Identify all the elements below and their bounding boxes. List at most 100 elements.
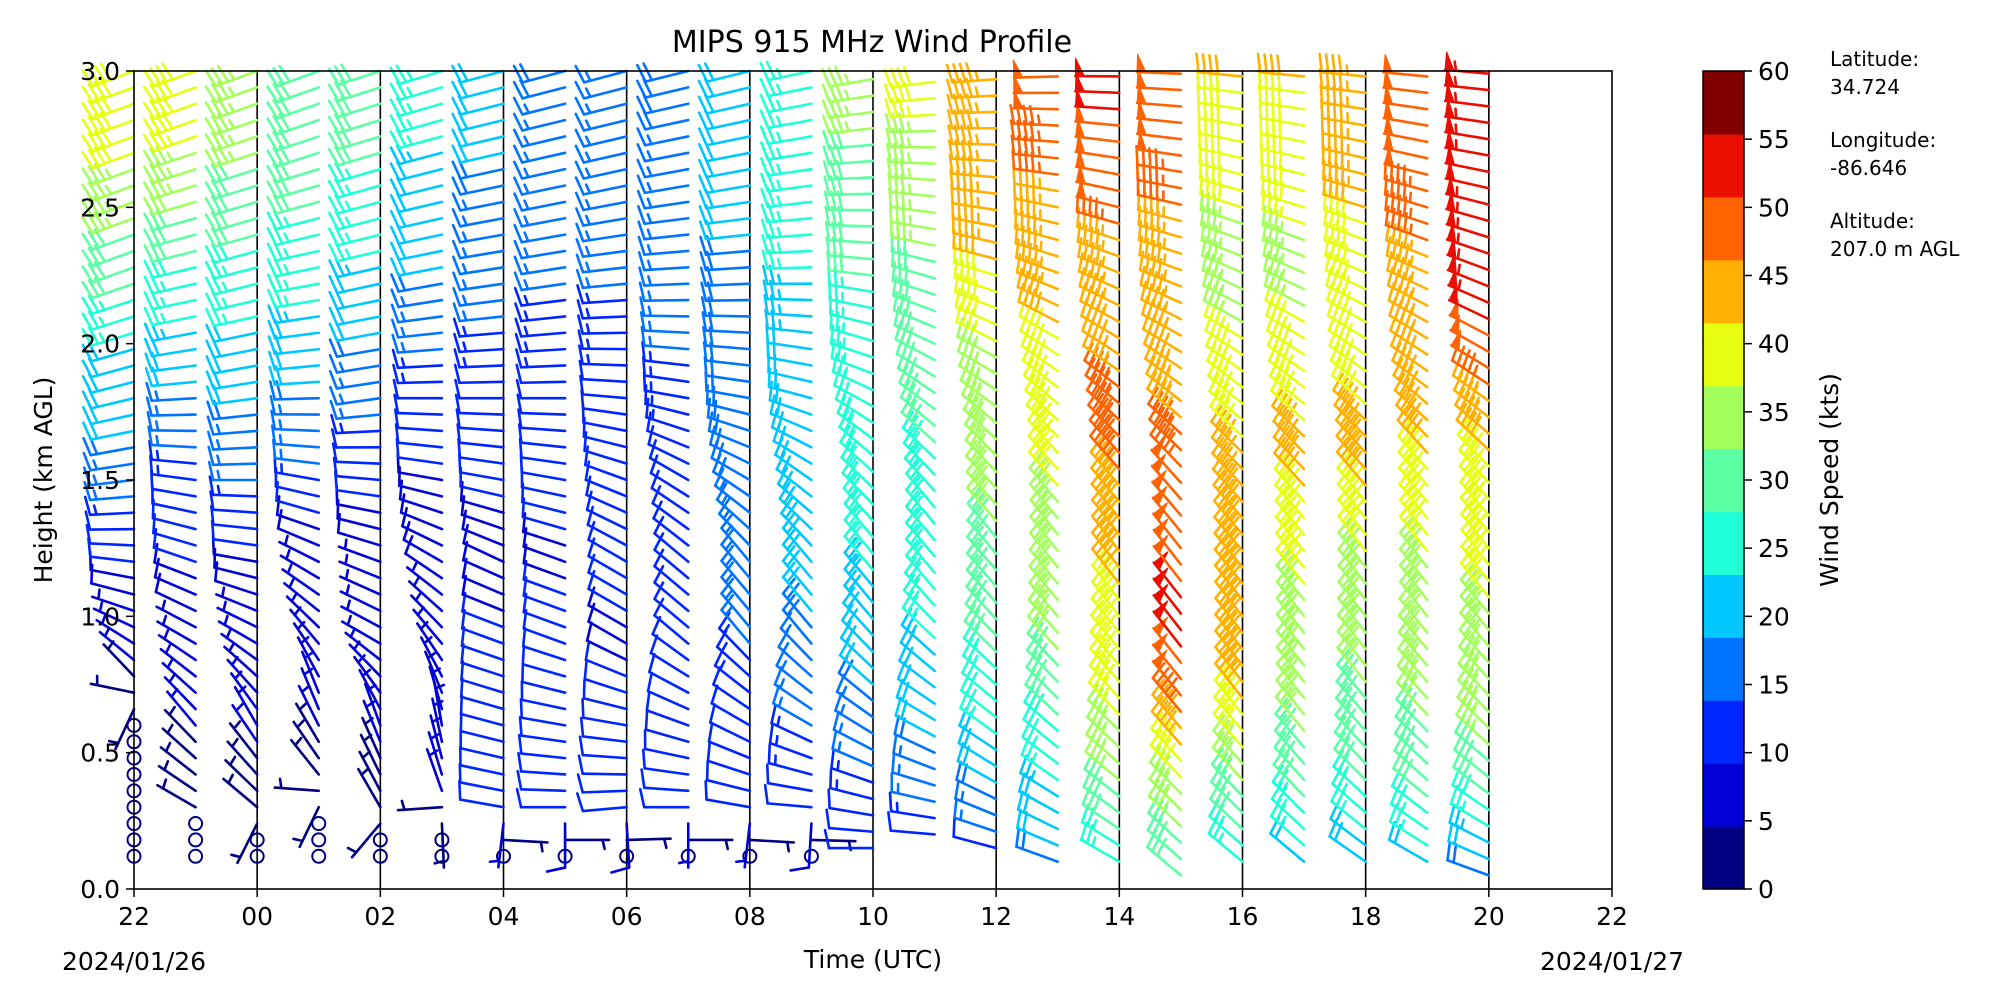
wind-barb bbox=[161, 658, 197, 694]
x-tick-label: 22 bbox=[118, 902, 150, 931]
wind-barb bbox=[1397, 599, 1429, 651]
wind-barb bbox=[1025, 633, 1060, 684]
wind-barb bbox=[585, 475, 628, 515]
wind-barb bbox=[1148, 745, 1183, 795]
wind-barb bbox=[1027, 600, 1060, 651]
wind-barb bbox=[372, 848, 388, 864]
wind-barb bbox=[1397, 435, 1429, 487]
wind-barb bbox=[1211, 452, 1244, 504]
wind-barb bbox=[1396, 632, 1429, 684]
wind-barb bbox=[520, 680, 567, 711]
wind-barb bbox=[292, 719, 321, 760]
altitude-label: Altitude: bbox=[1830, 209, 1915, 233]
wind-barb bbox=[512, 112, 567, 132]
wind-barb bbox=[1275, 664, 1306, 716]
wind-barb bbox=[1088, 649, 1121, 700]
y-tick-label: 3.0 bbox=[80, 57, 120, 86]
wind-barb bbox=[1079, 281, 1121, 324]
longitude-value: -86.646 bbox=[1830, 156, 1908, 180]
wind-barb bbox=[905, 506, 936, 558]
wind-barb bbox=[834, 691, 875, 735]
colorbar-tick-label: 40 bbox=[1758, 330, 1790, 359]
wind-barb bbox=[1445, 191, 1491, 223]
wind-barb bbox=[460, 495, 505, 531]
wind-barb bbox=[653, 564, 690, 613]
wind-barb bbox=[587, 520, 628, 564]
x-tick-label: 20 bbox=[1473, 902, 1505, 931]
wind-barb bbox=[584, 640, 628, 678]
wind-barb bbox=[824, 205, 875, 228]
wind-barb bbox=[576, 284, 628, 305]
colorbar-tick-label: 25 bbox=[1758, 534, 1790, 563]
wind-barb bbox=[643, 729, 690, 760]
wind-barb bbox=[966, 504, 998, 555]
wind-barb bbox=[161, 723, 197, 760]
wind-barb bbox=[575, 207, 628, 227]
wind-barb bbox=[767, 743, 813, 776]
wind-barb bbox=[720, 544, 752, 596]
wind-barb bbox=[1028, 533, 1060, 585]
wind-barb bbox=[821, 81, 875, 104]
wind-barb bbox=[1087, 666, 1121, 716]
wind-barb bbox=[459, 677, 505, 711]
wind-barb bbox=[1151, 662, 1183, 714]
wind-barb bbox=[433, 822, 446, 869]
wind-barb bbox=[451, 223, 505, 244]
wind-barb bbox=[337, 538, 382, 564]
wind-barb bbox=[1272, 747, 1306, 798]
wind-barb bbox=[582, 678, 628, 711]
wind-barb bbox=[453, 363, 505, 385]
wind-barb bbox=[1447, 821, 1491, 861]
wind-barb bbox=[955, 302, 998, 343]
wind-barb bbox=[396, 799, 444, 812]
wind-barb bbox=[575, 253, 628, 274]
wind-barb bbox=[735, 822, 752, 869]
wind-barb bbox=[1392, 357, 1429, 405]
wind-barb bbox=[1085, 372, 1121, 422]
wind-barb bbox=[563, 838, 611, 851]
wind-barb bbox=[521, 626, 567, 662]
wind-barb bbox=[451, 208, 505, 228]
wind-barb bbox=[204, 177, 259, 200]
wind-barb bbox=[269, 394, 321, 416]
wind-barb bbox=[964, 423, 998, 474]
wind-barb bbox=[452, 286, 505, 307]
wind-barb bbox=[1397, 615, 1429, 667]
wind-barb bbox=[311, 848, 327, 864]
wind-barb bbox=[720, 528, 752, 580]
wind-barb bbox=[515, 348, 567, 369]
wind-barb bbox=[336, 512, 382, 547]
wind-barb bbox=[1455, 697, 1491, 746]
wind-barb bbox=[951, 198, 998, 228]
wind-barb bbox=[517, 751, 567, 776]
wind-barb bbox=[1450, 341, 1491, 386]
wind-barb bbox=[1090, 582, 1121, 634]
colorbar-segment bbox=[1703, 385, 1744, 450]
wind-barb bbox=[512, 63, 567, 84]
wind-barb bbox=[1459, 563, 1491, 615]
wind-barb bbox=[1333, 715, 1367, 765]
wind-barb bbox=[1459, 596, 1491, 648]
wind-barb bbox=[516, 769, 567, 793]
wind-barb bbox=[953, 798, 998, 834]
wind-barb bbox=[1015, 827, 1060, 864]
wind-barb bbox=[1210, 420, 1244, 471]
wind-barb bbox=[207, 445, 259, 467]
wind-barb bbox=[578, 359, 628, 384]
wind-barb bbox=[95, 613, 136, 645]
wind-barb bbox=[519, 698, 567, 727]
wind-barb bbox=[640, 326, 690, 351]
wind-barb bbox=[770, 703, 813, 744]
wind-barb bbox=[768, 380, 813, 416]
colorbar-tick-label: 50 bbox=[1758, 193, 1790, 222]
wind-barb bbox=[945, 62, 998, 84]
wind-barb bbox=[220, 628, 259, 662]
wind-barb bbox=[143, 193, 197, 216]
wind-barb bbox=[461, 509, 505, 547]
wind-barb bbox=[460, 660, 505, 694]
wind-barb bbox=[289, 736, 321, 776]
wind-barb bbox=[1135, 115, 1183, 141]
wind-barb bbox=[645, 397, 690, 433]
wind-barb bbox=[392, 378, 444, 400]
wind-barb bbox=[827, 265, 875, 294]
